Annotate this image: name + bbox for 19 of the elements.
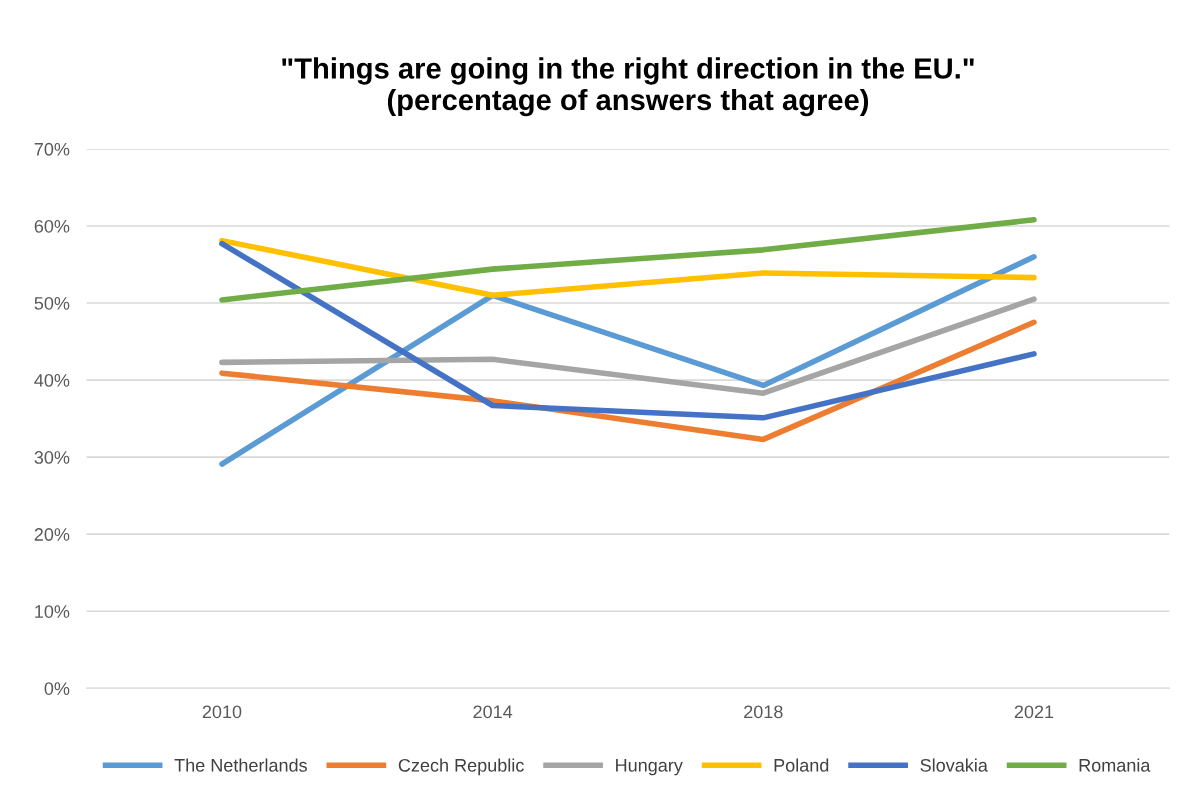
y-tick-label: 70% [34, 142, 70, 156]
y-tick-label: 20% [34, 528, 70, 541]
y-tick-label: 40% [34, 374, 70, 387]
y-tick-label: 60% [34, 219, 70, 233]
legend-label: The Netherlands [174, 758, 307, 772]
x-tick-label: 2014 [473, 705, 513, 719]
legend-label: Poland [774, 758, 829, 772]
y-tick-label: 10% [35, 605, 70, 618]
y-tick-label: 30% [34, 451, 70, 464]
legend-label: Hungary [616, 759, 683, 776]
y-tick-label: 50% [34, 296, 70, 310]
y-tick-label: 0% [44, 682, 70, 695]
legend-label: Czech Republic [398, 758, 524, 776]
x-tick-label: 2018 [744, 705, 783, 719]
legend-label: Romania [1079, 758, 1151, 772]
x-tick-label: 2010 [202, 705, 242, 719]
chart-title: "Things are going in the right direction in the EU." (percentage of answers that agree) [282, 57, 974, 117]
x-tick-label: 2021 [1014, 705, 1054, 719]
legend-label: Slovakia [920, 758, 988, 772]
